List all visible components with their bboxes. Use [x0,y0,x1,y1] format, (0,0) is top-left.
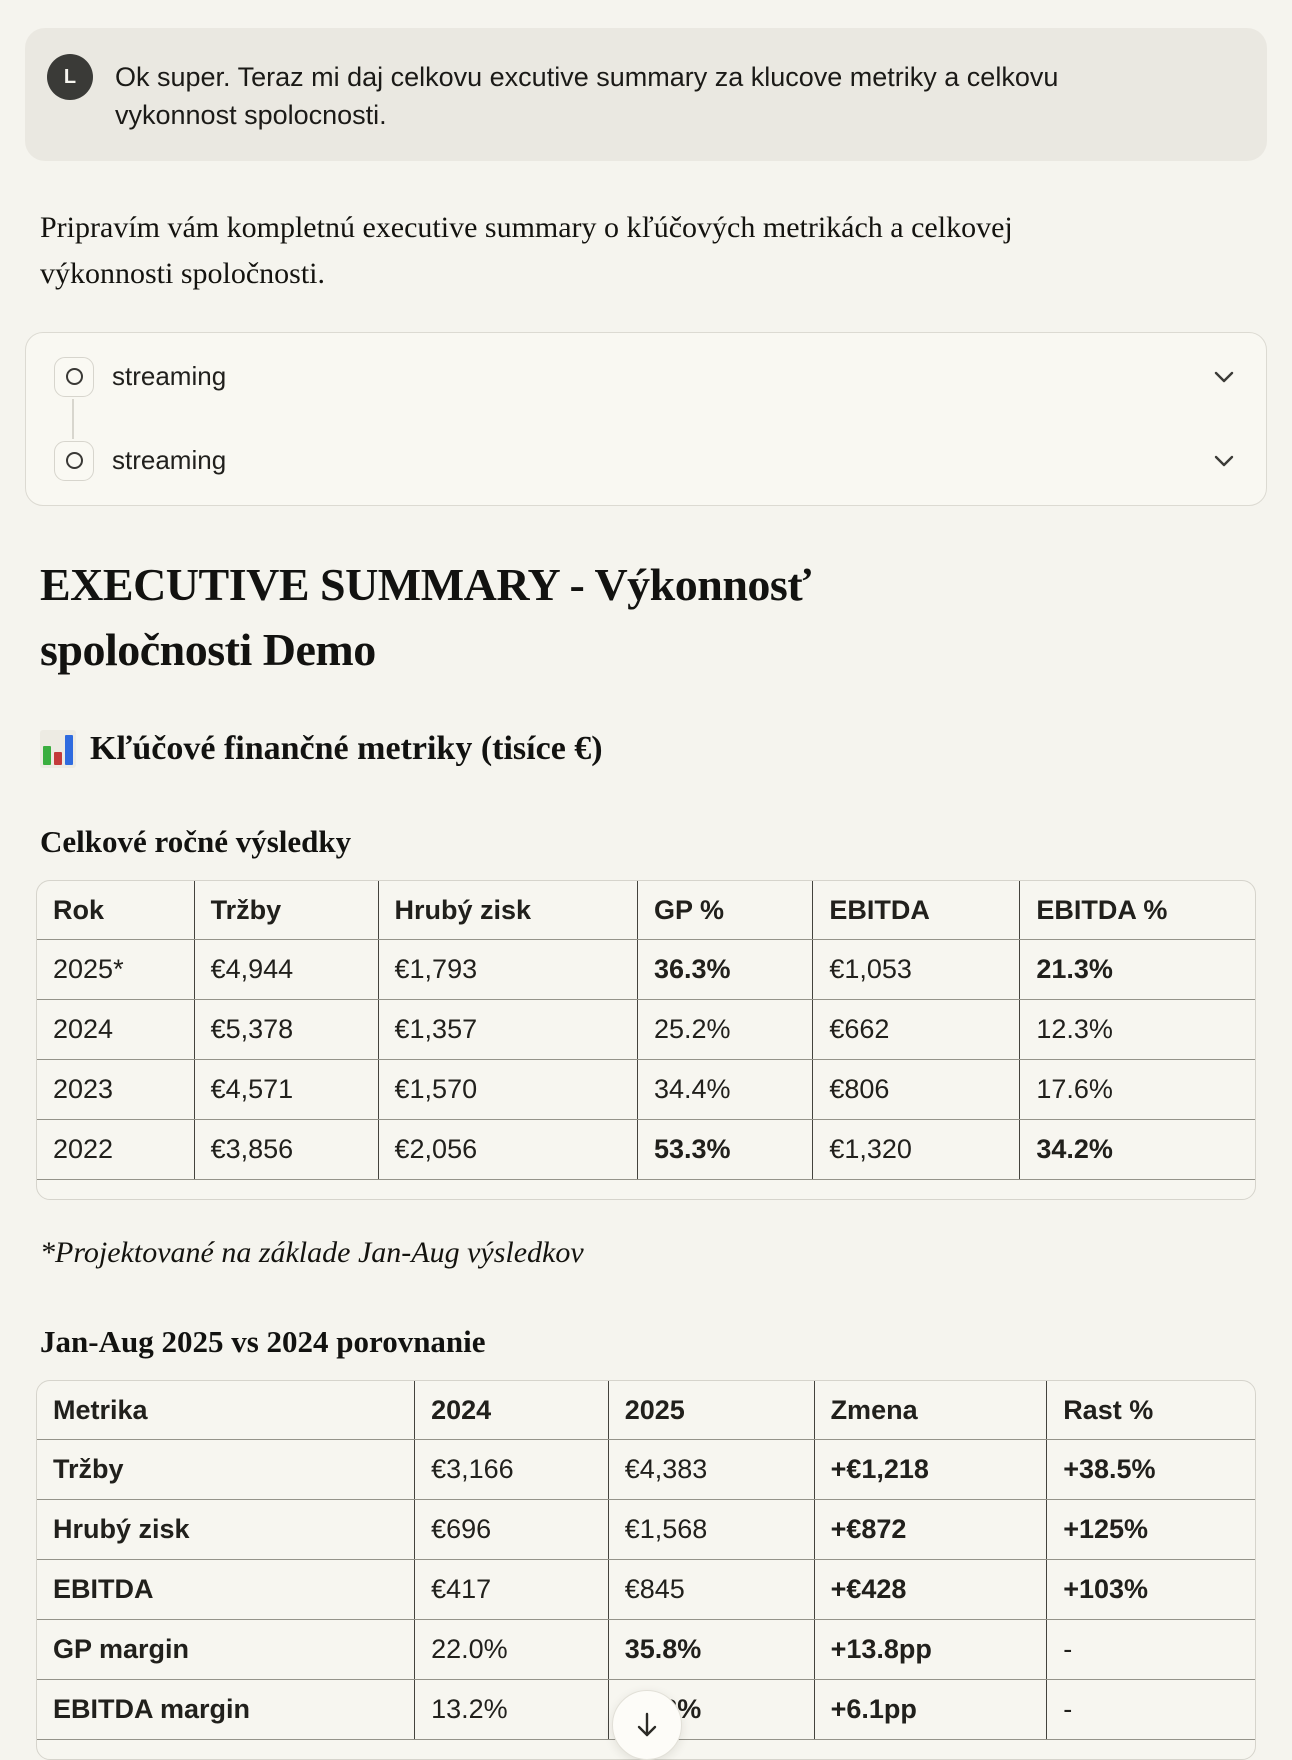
table-cell: 34.4% [636,1059,813,1121]
user-message: L Ok super. Teraz mi daj celkovu excutiv… [25,28,1267,161]
table-cell: 2025* [37,939,195,1001]
table-cell: €4,571 [193,1059,379,1121]
table-row: 2025* €4,944 €1,793 36.3% €1,053 21.3% [37,939,1255,1001]
column-header: 2025 [607,1381,815,1441]
table-cell: 2023 [37,1059,195,1121]
column-header: Rast % [1046,1381,1255,1441]
section-title-metrics: Kľúčové finančné metriky (tisíce €) [40,730,1267,769]
table-row: Tržby €3,166 €4,383 +€1,218 +38.5% [37,1439,1255,1501]
table-cell: 17.6% [1019,1059,1255,1121]
table-cell: €1,793 [377,939,638,1001]
table-cell: 25.2% [636,999,813,1061]
table-cell: €845 [607,1559,815,1621]
tool-call-label: streaming [112,445,227,476]
column-header: GP % [636,881,813,941]
table-cell: EBITDA [37,1559,415,1621]
table-cell: 2024 [37,999,195,1061]
table-cell: +13.8pp [813,1619,1047,1681]
bar-chart-icon [40,730,76,769]
chevron-down-icon[interactable] [1210,364,1238,390]
scroll-to-bottom-button[interactable] [612,1690,682,1760]
user-avatar: L [47,54,93,100]
table-cell: €1,357 [377,999,638,1061]
comparison-table: Metrika 2024 2025 Zmena Rast % Tržby €3,166 €4,… [36,1380,1256,1760]
tool-call-label: streaming [112,361,227,392]
column-header: Rok [37,881,195,941]
tool-call-card: streaming streaming [25,331,1267,506]
table-cell: 35.8% [607,1619,815,1681]
column-header: Hrubý zisk [377,881,638,941]
table-cell: +125% [1046,1499,1255,1561]
table-row: 2024 €5,378 €1,357 25.2% €662 12.3% [37,999,1255,1061]
table-cell: Hrubý zisk [37,1499,415,1561]
tool-connector-line [72,398,74,439]
table-row: 2022 €3,856 €2,056 53.3% €1,320 34.2% [37,1119,1255,1181]
table-cell: €1,053 [812,939,1020,1001]
avatar-letter: L [63,65,77,88]
table-cell: €1,320 [812,1119,1020,1181]
column-header: Metrika [37,1381,415,1441]
table-cell: 53.3% [636,1119,813,1181]
assistant-intro-text: Pripravím vám kompletnú executive summar… [40,210,1013,291]
table-row: Hrubý zisk €696 €1,568 +€872 +125% [37,1499,1255,1561]
table-cell: - [1046,1679,1255,1741]
table-cell: 13.2% [414,1679,609,1741]
column-header: Tržby [193,881,379,941]
table2-title: Jan-Aug 2025 vs 2024 porovnanie [40,1324,486,1360]
table-cell: +€872 [813,1499,1047,1561]
tool-call-row-2[interactable]: streaming [54,440,1238,481]
table-cell: 2022 [37,1119,195,1181]
chevron-down-icon[interactable] [1210,448,1238,474]
page-title: EXECUTIVE SUMMARY - Výkonnosť spoločnost… [40,558,811,675]
section-title-text: Kľúčové finančné metriky (tisíce €) [90,730,603,768]
table-row: GP margin 22.0% 35.8% +13.8pp - [37,1619,1255,1681]
annual-results-table: Rok Tržby Hrubý zisk GP % EBITDA EBITDA % 2025… [36,880,1256,1201]
table-cell: 22.0% [414,1619,609,1681]
table-cell: 34.2% [1019,1119,1255,1181]
table-header-row: Metrika 2024 2025 Zmena Rast % [37,1381,1255,1441]
table-cell: €696 [414,1499,609,1561]
table-cell: €662 [812,999,1020,1061]
table-cell: €1,568 [607,1499,815,1561]
table-cell: 21.3% [1019,939,1255,1001]
footnote: *Projektované na základe Jan-Aug výsledk… [40,1236,584,1270]
table-cell: Tržby [37,1439,415,1501]
column-header: Zmena [813,1381,1047,1441]
table-cell: €3,166 [414,1439,609,1501]
table-cell: €806 [812,1059,1020,1121]
table-cell: 12.3% [1019,999,1255,1061]
tool-call-row-1[interactable]: streaming [54,356,1238,397]
table-cell: €1,570 [377,1059,638,1121]
column-header: 2024 [414,1381,609,1441]
chat-thread: L Ok super. Teraz mi daj celkovu excutiv… [0,28,1292,1760]
table-cell: GP margin [37,1619,415,1681]
column-header: EBITDA [812,881,1020,941]
table-cell: +6.1pp [813,1679,1047,1741]
table-cell: €417 [414,1559,609,1621]
tool-status-icon [54,440,94,481]
table-cell: 36.3% [636,939,813,1001]
table-cell: +€428 [813,1559,1047,1621]
tool-status-icon [54,356,94,397]
table-cell: €4,944 [193,939,379,1001]
column-header: EBITDA % [1019,881,1255,941]
table-row: 2023 €4,571 €1,570 34.4% €806 17.6% [37,1059,1255,1121]
table-cell: - [1046,1619,1255,1681]
table1-title: Celkové ročné výsledky [40,824,352,860]
table-cell: +103% [1046,1559,1255,1621]
table-header-row: Rok Tržby Hrubý zisk GP % EBITDA EBITDA % [37,881,1255,941]
arrow-down-icon [637,1712,657,1737]
user-message-text: Ok super. Teraz mi daj celkovu excutive … [115,62,1059,131]
table-cell: €3,856 [193,1119,379,1181]
table-cell: +€1,218 [813,1439,1047,1501]
table-cell: €2,056 [377,1119,638,1181]
table-row: EBITDA €417 €845 +€428 +103% [37,1559,1255,1621]
table-cell: EBITDA margin [37,1679,415,1741]
table-cell: €4,383 [607,1439,815,1501]
table-cell: +38.5% [1046,1439,1255,1501]
table-cell: €5,378 [193,999,379,1061]
